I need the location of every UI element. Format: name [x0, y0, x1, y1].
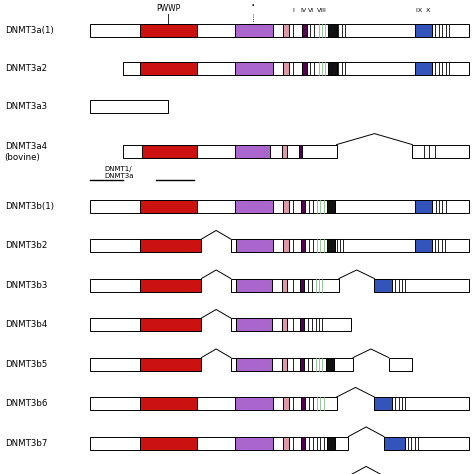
Text: (bovine): (bovine) [5, 153, 40, 162]
Bar [282, 279, 287, 292]
Bar [301, 397, 305, 410]
Bar [328, 24, 337, 37]
Text: DNMT3b2: DNMT3b2 [5, 241, 47, 250]
Text: DNMT3a4: DNMT3a4 [5, 142, 47, 151]
Bar [300, 318, 304, 331]
Bar [282, 357, 287, 371]
Bar [283, 62, 289, 75]
Bar [412, 145, 469, 158]
Bar [415, 200, 432, 213]
Bar [90, 437, 348, 450]
Text: DNMT3b6: DNMT3b6 [5, 399, 47, 408]
Bar [326, 357, 334, 371]
Text: PWWP: PWWP [156, 4, 181, 13]
Bar [231, 279, 339, 292]
Bar [328, 62, 337, 75]
Bar [302, 62, 307, 75]
Bar [327, 200, 335, 213]
Bar [231, 357, 353, 371]
Bar [384, 437, 469, 450]
Bar [90, 279, 201, 292]
Bar [302, 24, 307, 37]
Bar [283, 24, 289, 37]
Bar [283, 397, 289, 410]
Bar [384, 437, 405, 450]
Bar [140, 200, 197, 213]
Text: VI: VI [309, 8, 314, 13]
Bar [140, 318, 201, 331]
Text: DNMT3a3: DNMT3a3 [5, 102, 47, 111]
Bar [300, 357, 304, 371]
Bar [140, 62, 197, 75]
Bar [90, 200, 469, 213]
Bar [140, 397, 197, 410]
Text: DNMT3b7: DNMT3b7 [5, 438, 47, 447]
Bar [235, 24, 273, 37]
Bar [327, 437, 335, 450]
Bar [415, 239, 432, 252]
Bar [282, 145, 287, 158]
Bar [300, 279, 304, 292]
Bar [299, 145, 302, 158]
Text: ·: · [251, 0, 255, 13]
Text: IX  X: IX X [416, 8, 430, 13]
Bar [374, 279, 392, 292]
Bar [90, 239, 201, 252]
Text: IV: IV [301, 8, 306, 13]
Bar [236, 318, 272, 331]
Bar [140, 239, 201, 252]
Text: DNMT3b(1): DNMT3b(1) [5, 201, 54, 210]
Bar [301, 239, 305, 252]
Bar [123, 145, 337, 158]
Bar [140, 357, 201, 371]
Bar [235, 200, 273, 213]
Bar [283, 437, 289, 450]
Bar [235, 145, 270, 158]
Bar [301, 437, 305, 450]
Bar [283, 239, 289, 252]
Text: DNMT3a(1): DNMT3a(1) [5, 27, 54, 36]
Text: DNMT3b4: DNMT3b4 [5, 320, 47, 329]
Bar [140, 437, 197, 450]
Bar [374, 397, 392, 410]
Bar [90, 24, 469, 37]
Bar [236, 279, 272, 292]
Text: I: I [292, 8, 294, 13]
Bar [235, 437, 273, 450]
Text: DNMT3b5: DNMT3b5 [5, 360, 47, 369]
Bar [415, 24, 432, 37]
Bar [283, 200, 289, 213]
Bar [235, 397, 273, 410]
Bar [142, 145, 197, 158]
Bar [327, 239, 335, 252]
Bar [282, 318, 287, 331]
Bar [301, 200, 305, 213]
Bar [123, 62, 469, 75]
Bar [415, 62, 432, 75]
Text: DNMT3a2: DNMT3a2 [5, 64, 47, 73]
Text: VIII: VIII [318, 8, 327, 13]
Bar [90, 357, 201, 371]
Bar [90, 318, 201, 331]
Bar [236, 239, 273, 252]
Bar [140, 24, 197, 37]
Bar [236, 357, 272, 371]
Bar [374, 279, 469, 292]
Bar [235, 62, 273, 75]
Bar [90, 397, 337, 410]
Bar [231, 239, 469, 252]
Text: DNMT3b3: DNMT3b3 [5, 281, 47, 290]
Bar [90, 100, 168, 113]
Bar [374, 397, 469, 410]
Bar [389, 357, 412, 371]
Bar [231, 318, 351, 331]
Bar [140, 279, 201, 292]
Text: DNMT1/
DNMT3a: DNMT1/ DNMT3a [104, 166, 134, 179]
